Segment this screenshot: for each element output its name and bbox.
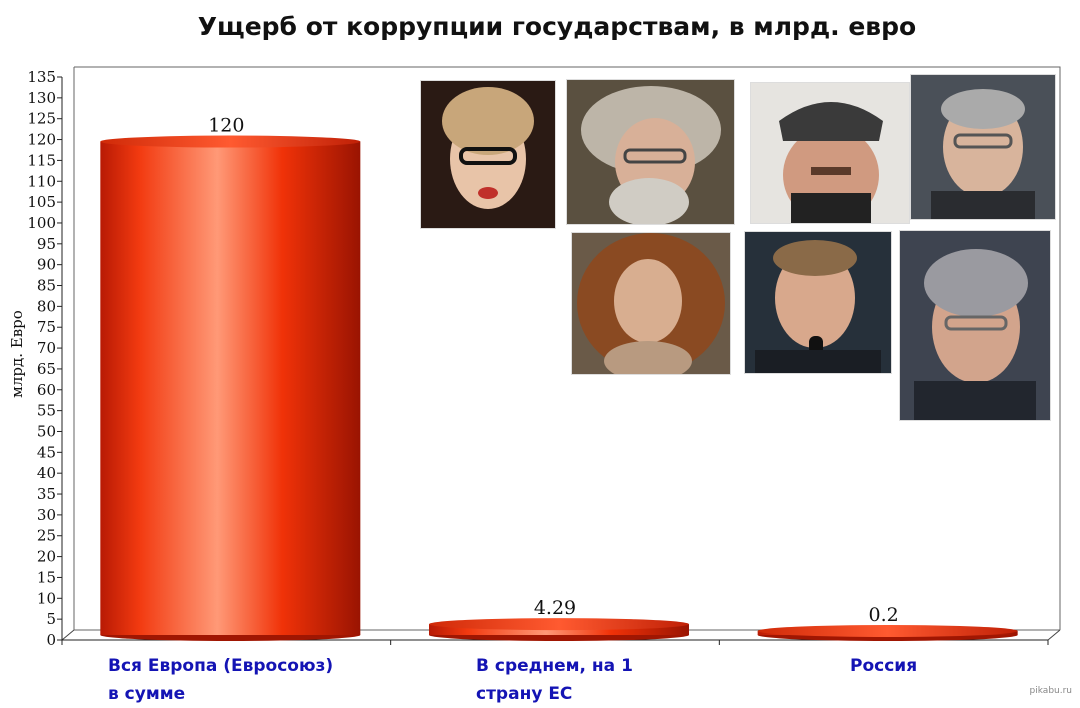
y-tick-label: 35 [37,485,56,503]
y-tick-label: 10 [37,589,56,607]
bar-body [100,141,361,636]
bar [429,618,689,641]
y-tick-label: 5 [46,610,56,628]
floor-right-edge [1047,629,1061,641]
y-tick-label: 90 [37,256,56,274]
watermark: pikabu.ru [1029,686,1072,696]
data-label: 120 [208,115,244,137]
bar-top [100,135,361,148]
category-label-eu-average: В среднем, на 1 страну ЕС [476,656,633,704]
y-tick-label: 15 [37,568,56,586]
portrait-photo-2 [566,79,735,225]
y-tick-label: 30 [37,506,56,524]
bar-top [757,625,1018,637]
y-tick-label: 45 [37,443,56,461]
y-tick-label: 110 [27,172,56,190]
y-tick-label: 20 [37,548,56,566]
portrait-photo-6 [744,231,892,374]
bar [100,135,361,641]
y-tick-label: 50 [37,422,56,440]
portrait-photo-1 [420,80,556,229]
y-tick-label: 65 [37,360,56,378]
floor-left-edge [61,629,75,641]
chart-title: Ущерб от коррупции государствам, в млрд.… [197,12,917,41]
y-tick-label: 130 [27,89,56,107]
y-tick-label: 125 [27,110,56,128]
data-label: 4.29 [534,597,576,619]
y-tick-label: 0 [46,631,56,649]
portrait-photo-3 [750,82,910,224]
bars [100,135,1018,641]
y-tick-label: 25 [37,527,56,545]
y-tick-label: 120 [27,131,56,149]
portrait-photo-7 [899,230,1051,421]
bar-top [429,618,689,631]
y-tick-label: 95 [37,235,56,253]
y-tick-label: 115 [27,151,56,169]
category-label-russia: Россия [850,656,918,676]
portrait-photo-5 [571,232,731,375]
y-tick-label: 40 [37,464,56,482]
category-label-europe-total: Вся Европа (Евросоюз) в сумме [108,656,334,704]
y-tick-label: 60 [37,381,56,399]
data-labels: 120 4.29 0.2 [208,115,899,626]
y-tick-label: 70 [37,339,56,357]
y-tick-label: 75 [37,318,56,336]
y-tick-label: 80 [37,297,56,315]
y-tick-label: 85 [37,277,56,295]
y-tick-label: 55 [37,402,56,420]
y-tick-label: 105 [27,193,56,211]
portrait-photo-4 [910,74,1056,220]
bar [757,625,1018,641]
back-wall-outline [74,66,1061,630]
y-tick-label: 135 [27,68,56,86]
data-label: 0.2 [869,604,899,626]
y-tick-label: 100 [27,214,56,232]
